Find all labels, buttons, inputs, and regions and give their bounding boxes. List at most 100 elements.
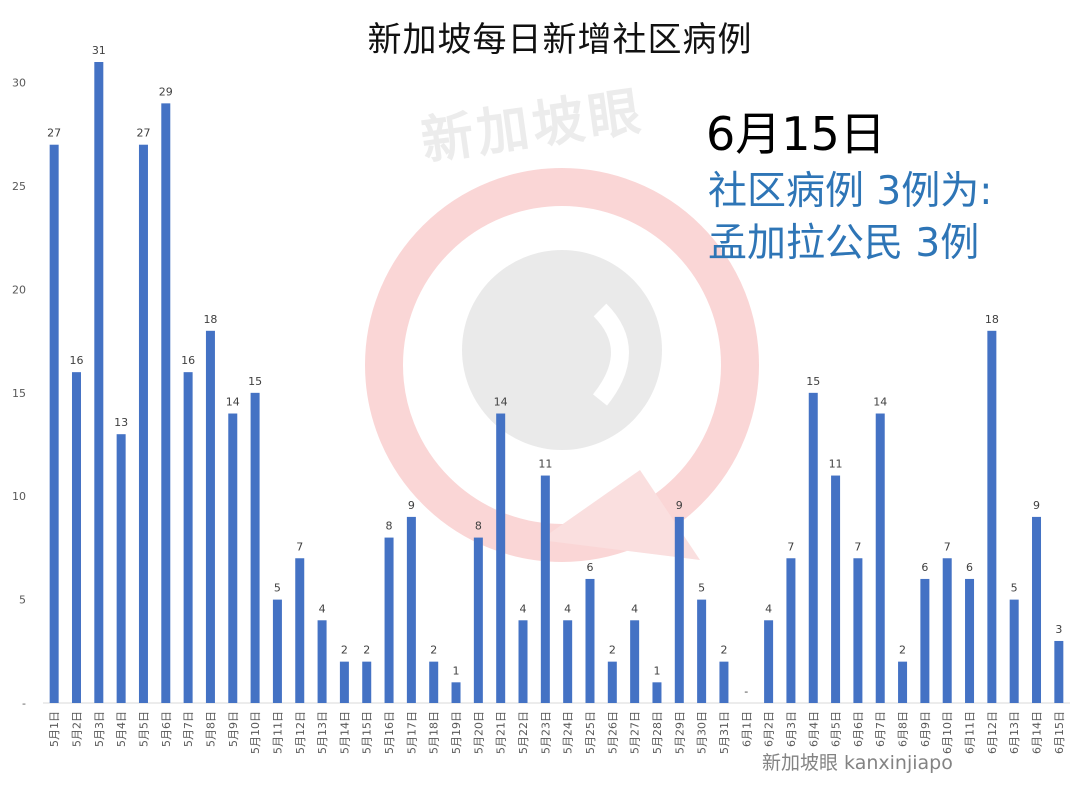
data-label: 8 [475,520,482,533]
data-label: 5 [698,582,705,595]
x-tick-label: 5月4日 [115,711,128,747]
x-tick-label: 5月2日 [70,711,83,747]
bar [965,578,975,703]
x-tick-label: 5月14日 [338,711,351,754]
bar [49,144,59,704]
data-label: 29 [159,85,173,98]
x-tick-label: 5月16日 [383,711,396,754]
data-label: 5 [274,582,281,595]
bar [295,558,305,703]
x-tick-label: 5月20日 [472,711,485,754]
data-label: 14 [494,396,508,409]
bar [429,661,439,703]
bar [1009,599,1019,703]
bar [116,434,126,703]
data-label: 8 [386,520,393,533]
bar [94,62,104,703]
x-tick-label: 5月21日 [495,711,508,754]
bar [831,475,841,703]
x-tick-label: 5月18日 [428,711,441,754]
x-tick-label: 5月13日 [316,711,329,754]
bar [161,103,171,703]
data-label: 3 [1055,623,1062,636]
data-label: 15 [806,375,820,388]
x-tick-label: 6月9日 [919,711,932,747]
data-label: 4 [319,602,326,615]
x-tick-label: 5月24日 [562,711,575,754]
bar [71,372,81,703]
x-tick-label: 5月17日 [405,711,418,754]
annotation-date: 6月15日 [706,107,886,161]
data-label: 7 [787,540,794,553]
data-label: 31 [92,44,106,57]
x-tick-label: 5月29日 [673,711,686,754]
y-tick-label: 10 [12,490,26,503]
data-label: 14 [226,396,240,409]
bar [652,682,662,703]
data-label: 4 [520,602,527,615]
data-label: 2 [363,644,370,657]
x-tick-label: 5月30日 [696,711,709,754]
data-label: 4 [564,602,571,615]
footer-watermark: 新加坡眼 kanxinjiapo [762,752,953,774]
data-label: 4 [631,602,638,615]
x-tick-label: 5月7日 [182,711,195,747]
data-label: 14 [873,396,887,409]
bar [1054,640,1064,703]
x-tick-label: 5月1日 [48,711,61,747]
bar [1032,516,1042,703]
bar [496,413,506,703]
x-tick-label: 6月15日 [1053,711,1066,754]
bar [518,620,528,703]
x-tick-label: 6月1日 [740,711,753,747]
x-tick-label: 5月11日 [271,711,284,754]
data-label: 27 [136,127,150,140]
chart-bars [49,62,1064,704]
x-tick-label: 6月4日 [807,711,820,747]
x-tick-label: 6月5日 [830,711,843,747]
y-tick-labels: - 5 10 15 20 25 30 [12,77,26,710]
x-tick-label: 6月2日 [763,711,776,747]
bar [339,661,349,703]
data-label: 1 [653,664,660,677]
x-tick-label: 5月31日 [718,711,731,754]
bar [764,620,774,703]
bar [228,413,238,703]
bar [853,558,863,703]
bar [540,475,550,703]
x-tick-label: 5月28日 [651,711,664,754]
data-label: 5 [1011,582,1018,595]
data-label: 2 [430,644,437,657]
bar [183,372,193,703]
x-tick-label: 6月14日 [1031,711,1044,754]
watermark-logo [365,168,759,562]
x-tick-label: 5月26日 [606,711,619,754]
bar [630,620,640,703]
x-tick-label: 5月22日 [517,711,530,754]
x-tick-label: 5月5日 [137,711,150,747]
bar [674,516,684,703]
data-label: 2 [899,644,906,657]
y-tick-label: 25 [12,180,26,193]
y-tick-label: 30 [12,77,26,90]
bar [384,537,394,703]
x-tick-label: 5月3日 [93,711,106,747]
x-tick-label: 6月3日 [785,711,798,747]
data-label: 2 [609,644,616,657]
x-tick-label: 5月12日 [294,711,307,754]
x-tick-label: 6月13日 [1008,711,1021,754]
bar [451,682,461,703]
data-label: 6 [966,561,973,574]
data-label: 1 [453,664,460,677]
data-label: - [744,685,748,698]
data-label: 7 [854,540,861,553]
data-label: 2 [341,644,348,657]
x-tick-label: 6月10日 [941,711,954,754]
x-tick-label: 5月15日 [361,711,374,754]
x-tick-label: 6月12日 [986,711,999,754]
bar [362,661,372,703]
data-label: 18 [203,313,217,326]
bar [473,537,483,703]
y-tick-label: 15 [12,387,26,400]
